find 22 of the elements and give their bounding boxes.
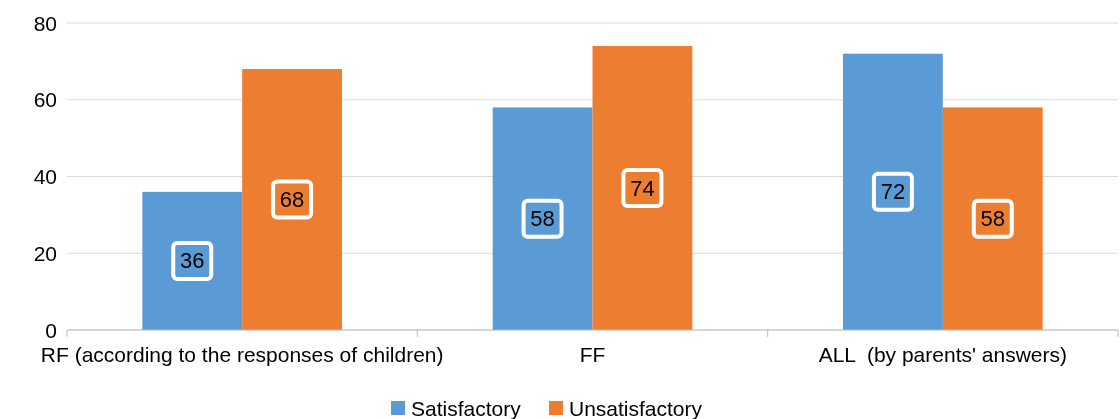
data-label: 58 [980,206,1005,232]
x-tick-label: ALL (by parents' answers) [818,343,1068,366]
data-label: 68 [279,187,305,213]
data-label: 58 [530,206,555,232]
y-tick-label: 40 [33,165,57,188]
y-tick-label: 0 [45,318,57,342]
legend-label: Unsatisfactory [569,396,703,419]
y-tick-label: 20 [33,241,57,265]
bar [242,69,343,330]
bar [842,53,943,330]
y-tick-label: 60 [33,88,57,112]
x-tick-label: FF [579,343,606,366]
x-tick-label: RF (according to the responses of children) [40,343,444,366]
bar [142,191,243,330]
data-label: 72 [880,179,906,205]
y-tick-label: 80 [33,11,57,35]
data-label: 36 [180,248,205,274]
data-label: 74 [630,175,655,201]
bar [592,46,693,330]
legend-label: Satisfactory [411,396,522,419]
bar [942,107,1043,330]
bar [492,107,593,330]
